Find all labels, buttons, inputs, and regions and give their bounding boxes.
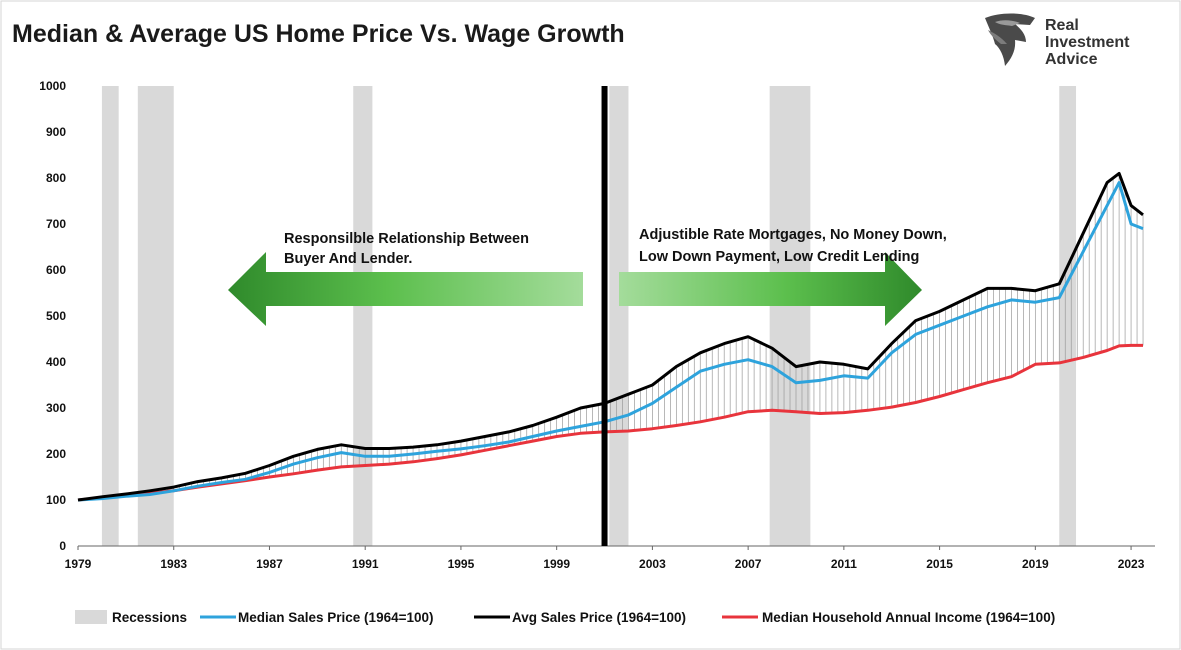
left-arrow (228, 252, 583, 326)
legend: Recessions Median Sales Price (1964=100)… (75, 610, 1055, 625)
legend-label-avg-price: Avg Sales Price (1964=100) (512, 610, 686, 625)
recession-band-2 (353, 86, 373, 546)
x-tick-9: 2015 (926, 557, 953, 571)
y-tick-3: 300 (46, 401, 66, 415)
x-tick-7: 2007 (735, 557, 762, 571)
right-arrow (619, 252, 922, 326)
series-lines (77, 171, 1144, 502)
recession-band-3 (609, 86, 629, 546)
x-axis-ticks: 1979 1983 1987 1991 1995 1999 2003 2007 2011 2015… (65, 546, 1145, 571)
y-tick-2: 200 (46, 447, 66, 461)
x-tick-6: 2003 (639, 557, 666, 571)
y-tick-9: 900 (46, 125, 66, 139)
recession-bands (101, 86, 1077, 546)
x-tick-2: 1987 (256, 557, 283, 571)
recession-band-5 (1059, 86, 1077, 546)
x-tick-8: 2011 (831, 557, 857, 571)
annotation-right-line-2: Low Down Payment, Low Credit Lending (639, 249, 919, 265)
chart-title: Median & Average US Home Price Vs. Wage … (12, 20, 625, 48)
annotation-left-line-2: Buyer And Lender. (284, 251, 412, 267)
legend-swatch-recessions (75, 610, 107, 624)
y-tick-8: 800 (46, 171, 66, 185)
recession-band-4 (769, 86, 811, 546)
recession-band-1 (137, 86, 174, 546)
y-tick-6: 600 (46, 263, 66, 277)
price-income-fill-lines (83, 173, 1144, 500)
median-household-income-line (77, 343, 1143, 502)
x-tick-5: 1999 (543, 557, 570, 571)
legend-label-median-price: Median Sales Price (1964=100) (238, 610, 434, 625)
logo-line-1: Real (1045, 17, 1079, 34)
x-tick-3: 1991 (352, 557, 379, 571)
logo-line-2: Investment (1045, 34, 1130, 51)
x-tick-10: 2019 (1022, 557, 1049, 571)
legend-label-recessions: Recessions (112, 610, 187, 625)
eagle-icon (985, 13, 1035, 66)
logo-line-3: Advice (1045, 51, 1098, 68)
x-tick-11: 2023 (1118, 557, 1145, 571)
y-tick-7: 700 (46, 217, 66, 231)
avg-sales-price-line (77, 171, 1144, 502)
x-tick-4: 1995 (448, 557, 475, 571)
y-tick-1: 100 (46, 493, 66, 507)
y-tick-0: 0 (59, 539, 66, 553)
x-tick-0: 1979 (65, 557, 92, 571)
y-tick-4: 400 (46, 355, 66, 369)
y-tick-5: 500 (46, 309, 66, 323)
recession-band-0 (101, 86, 119, 546)
y-axis-ticks: 0 100 200 300 400 500 600 700 800 900 1000 (39, 79, 66, 553)
annotation-left-line-1: Responsilble Relationship Between (284, 231, 529, 247)
real-investment-advice-logo: Real Investment Advice (985, 13, 1130, 68)
legend-label-income: Median Household Annual Income (1964=100… (762, 610, 1055, 625)
y-tick-10: 1000 (39, 79, 66, 93)
annotation-right-line-1: Adjustible Rate Mortgages, No Money Down… (639, 227, 947, 243)
median-sales-price-line (77, 181, 1144, 502)
x-tick-1: 1983 (160, 557, 187, 571)
